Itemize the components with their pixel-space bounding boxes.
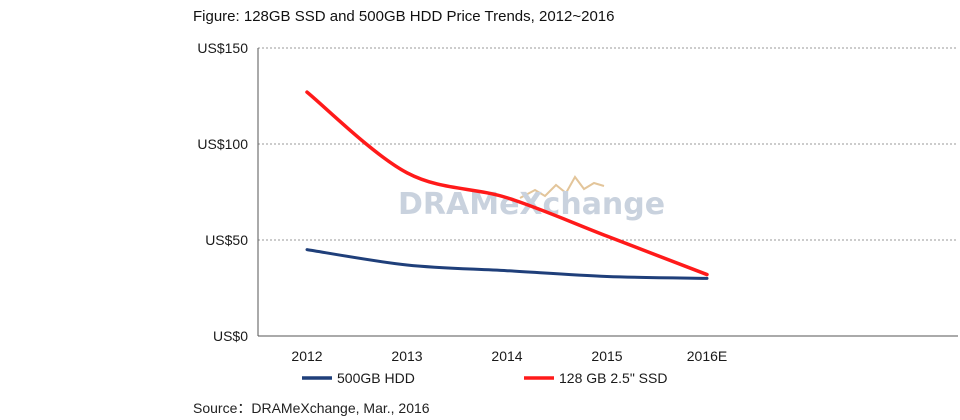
gridlines bbox=[258, 47, 958, 241]
series-lines bbox=[305, 90, 709, 280]
y-tick-label: US$50 bbox=[205, 232, 248, 248]
y-tick-labels: US$0 US$50 US$100 US$150 bbox=[197, 40, 248, 344]
x-tick-label: 2013 bbox=[391, 348, 422, 364]
y-tick-label: US$150 bbox=[197, 40, 248, 56]
legend: 500GB HDD 128 GB 2.5" SSD bbox=[302, 370, 667, 386]
x-tick-labels: 2012 2013 2014 2015 2016E bbox=[291, 348, 727, 364]
legend-label: 500GB HDD bbox=[337, 370, 415, 386]
x-tick-label: 2014 bbox=[491, 348, 522, 364]
ssd-128gb-line bbox=[305, 90, 709, 277]
y-tick-label: US$0 bbox=[213, 328, 248, 344]
chart-title: Figure: 128GB SSD and 500GB HDD Price Tr… bbox=[193, 8, 615, 25]
hdd-500gb-line bbox=[305, 248, 709, 280]
source-note: Source：DRAMeXchange, Mar., 2016 bbox=[193, 400, 430, 416]
axes bbox=[257, 48, 958, 337]
y-tick-label: US$100 bbox=[197, 136, 248, 152]
x-tick-label: 2015 bbox=[591, 348, 622, 364]
watermark-swoosh bbox=[519, 175, 605, 199]
legend-label: 128 GB 2.5" SSD bbox=[559, 370, 667, 386]
x-tick-label: 2016E bbox=[687, 348, 727, 364]
x-tick-label: 2012 bbox=[291, 348, 322, 364]
